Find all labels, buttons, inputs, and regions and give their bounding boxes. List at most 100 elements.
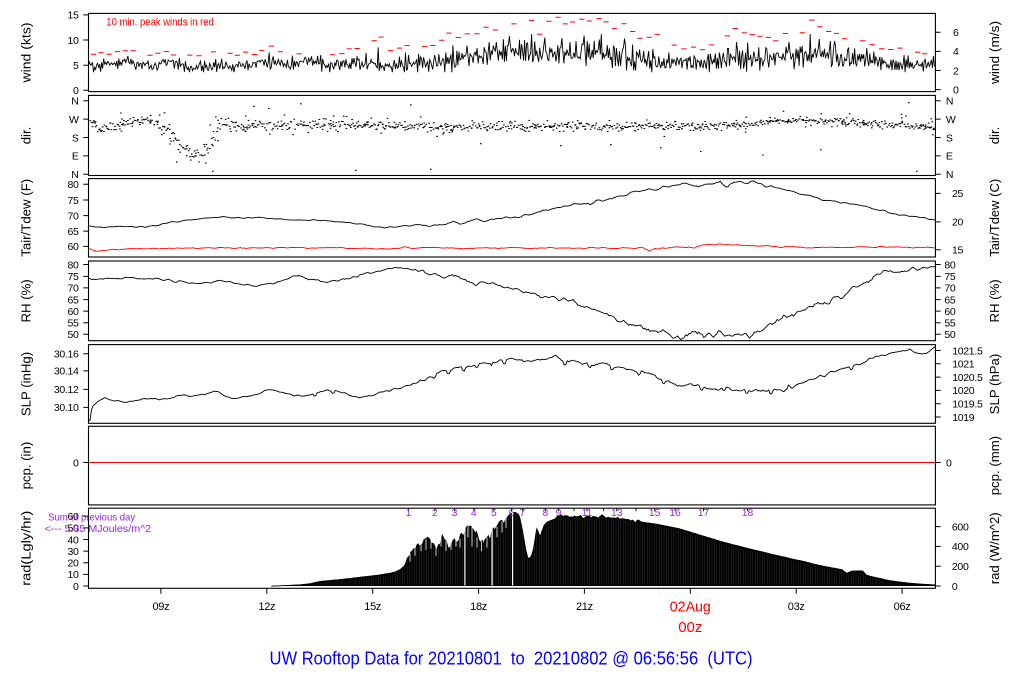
- svg-text:12z: 12z: [258, 601, 275, 613]
- svg-text:E: E: [946, 151, 953, 163]
- svg-text:4: 4: [471, 508, 477, 519]
- svg-text:70: 70: [944, 283, 956, 295]
- svg-text:50: 50: [944, 329, 956, 341]
- svg-text:1019.5: 1019.5: [952, 399, 983, 411]
- svg-text:60: 60: [68, 511, 80, 523]
- svg-text:30: 30: [68, 546, 80, 558]
- svg-text:0: 0: [73, 85, 79, 97]
- svg-text:6: 6: [953, 27, 959, 39]
- svg-text:15: 15: [649, 508, 661, 519]
- svg-text:N: N: [71, 169, 78, 181]
- svg-text:1021.5: 1021.5: [952, 345, 983, 357]
- svg-text:S: S: [946, 132, 953, 144]
- svg-text:0: 0: [73, 457, 79, 469]
- svg-text:65: 65: [68, 294, 80, 306]
- svg-text:S: S: [72, 132, 79, 144]
- svg-text:N: N: [946, 169, 953, 181]
- svg-text:1020: 1020: [952, 385, 975, 397]
- svg-text:2: 2: [432, 508, 438, 519]
- svg-text:16: 16: [669, 508, 681, 519]
- svg-text:600: 600: [952, 521, 969, 533]
- svg-text:RH (%): RH (%): [987, 279, 1002, 322]
- svg-text:25: 25: [952, 188, 964, 200]
- svg-text:30.10: 30.10: [54, 402, 79, 414]
- svg-text:60: 60: [68, 306, 80, 318]
- svg-text:55: 55: [944, 318, 956, 330]
- svg-text:5: 5: [73, 60, 79, 72]
- svg-text:dir.: dir.: [18, 127, 33, 145]
- svg-text:50: 50: [68, 523, 80, 535]
- svg-text:9: 9: [556, 508, 562, 519]
- svg-text:200: 200: [952, 561, 969, 573]
- svg-text:65: 65: [68, 226, 80, 238]
- svg-text:SLP (hPa): SLP (hPa): [987, 354, 1002, 415]
- svg-text:10: 10: [68, 569, 80, 581]
- svg-text:18z: 18z: [470, 601, 487, 613]
- svg-text:E: E: [72, 151, 79, 163]
- svg-text:30.14: 30.14: [54, 366, 79, 378]
- svg-text:3: 3: [452, 508, 458, 519]
- svg-text:06z: 06z: [894, 601, 911, 613]
- svg-text:dir.: dir.: [987, 127, 1002, 145]
- svg-text:Sum of previous day: Sum of previous day: [48, 512, 136, 524]
- svg-text:pcp. (in): pcp. (in): [18, 442, 33, 490]
- svg-text:15: 15: [952, 245, 964, 257]
- svg-text:60: 60: [68, 241, 80, 253]
- svg-text:30.16: 30.16: [54, 349, 79, 361]
- svg-text:0: 0: [952, 581, 958, 593]
- svg-text:Tair/Tdew (C): Tair/Tdew (C): [987, 179, 1002, 257]
- svg-text:1021: 1021: [952, 359, 975, 371]
- svg-text:UW Rooftop Data for 20210801: UW Rooftop Data for 20210801 to 20210802…: [270, 649, 753, 669]
- svg-text:40: 40: [68, 534, 80, 546]
- svg-text:21z: 21z: [576, 601, 593, 613]
- svg-text:11: 11: [582, 508, 593, 519]
- svg-text:wind (kts): wind (kts): [18, 23, 33, 84]
- svg-text:60: 60: [944, 306, 956, 318]
- svg-text:30.12: 30.12: [54, 384, 79, 396]
- svg-text:6: 6: [509, 508, 515, 519]
- svg-text:75: 75: [944, 271, 956, 283]
- svg-text:rad(Lgly/hr): rad(Lgly/hr): [18, 511, 33, 586]
- svg-text:75: 75: [68, 195, 80, 207]
- svg-text:0: 0: [73, 581, 79, 593]
- svg-text:5: 5: [491, 508, 497, 519]
- svg-text:2: 2: [953, 65, 959, 77]
- svg-text:N: N: [71, 96, 78, 108]
- svg-text:8: 8: [543, 508, 549, 519]
- svg-text:W: W: [69, 114, 79, 126]
- svg-text:10 min. peak winds in red: 10 min. peak winds in red: [106, 17, 214, 29]
- svg-text:13: 13: [611, 508, 623, 519]
- svg-text:15z: 15z: [364, 601, 381, 613]
- svg-text:1020.5: 1020.5: [952, 372, 983, 384]
- svg-text:<--- 5.35 MJoules/m^2: <--- 5.35 MJoules/m^2: [45, 523, 152, 535]
- svg-text:17: 17: [698, 508, 710, 519]
- svg-text:1019: 1019: [952, 412, 975, 424]
- svg-text:SLP (inHg): SLP (inHg): [18, 352, 33, 416]
- svg-text:400: 400: [952, 541, 969, 553]
- svg-text:rad (W/m^2): rad (W/m^2): [987, 512, 1002, 584]
- svg-text:15: 15: [68, 10, 80, 22]
- svg-text:18: 18: [742, 508, 754, 519]
- svg-text:75: 75: [68, 271, 80, 283]
- svg-text:65: 65: [944, 294, 956, 306]
- svg-text:09z: 09z: [152, 601, 169, 613]
- svg-text:4: 4: [953, 46, 959, 58]
- svg-text:0: 0: [946, 457, 952, 469]
- svg-text:wind (m/s): wind (m/s): [987, 21, 1002, 85]
- svg-text:02Aug: 02Aug: [670, 599, 711, 616]
- svg-text:RH (%): RH (%): [18, 279, 33, 322]
- svg-text:55: 55: [68, 318, 80, 330]
- svg-text:1: 1: [406, 508, 412, 519]
- svg-text:Tair/Tdew (F): Tair/Tdew (F): [18, 179, 33, 257]
- svg-text:70: 70: [68, 210, 80, 222]
- svg-text:50: 50: [68, 329, 80, 341]
- svg-text:70: 70: [68, 283, 80, 295]
- svg-text:7: 7: [520, 508, 526, 519]
- svg-text:20: 20: [952, 217, 964, 229]
- svg-text:0: 0: [953, 84, 959, 96]
- svg-text:pcp. (mm): pcp. (mm): [987, 436, 1002, 495]
- svg-text:80: 80: [944, 259, 956, 271]
- svg-text:20: 20: [68, 558, 80, 570]
- svg-text:80: 80: [68, 179, 80, 191]
- svg-text:00z: 00z: [678, 619, 702, 636]
